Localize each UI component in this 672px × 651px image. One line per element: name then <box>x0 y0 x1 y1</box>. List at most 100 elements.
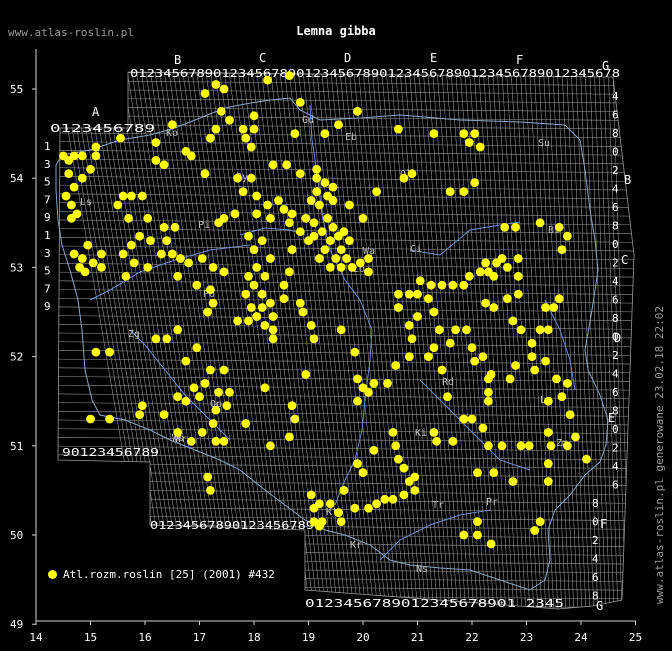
occurrence-dot <box>257 303 267 312</box>
occurrence-dot <box>192 343 202 353</box>
occurrence-dot <box>219 436 229 446</box>
occurrence-dot <box>69 151 79 161</box>
occurrence-dot <box>464 138 474 147</box>
grid-digit: 2 <box>612 349 619 362</box>
grid-line-v <box>131 72 215 609</box>
grid-digit: 2 <box>612 442 619 455</box>
occurrence-dot <box>484 396 493 406</box>
occurrence-dot <box>478 352 488 361</box>
occurrence-dot <box>448 436 458 446</box>
occurrence-dot <box>388 428 398 437</box>
occurrence-dot <box>246 303 256 312</box>
occurrence-dot <box>252 263 262 272</box>
grid-line-v <box>177 72 255 609</box>
occurrence-dot <box>67 200 76 210</box>
occurrence-dot <box>448 280 458 290</box>
occurrence-dot <box>295 298 305 308</box>
occurrence-dot <box>552 374 561 384</box>
grid-line-v <box>108 72 195 609</box>
species-title: Lemna gibba <box>296 24 376 38</box>
grid-line-h <box>58 437 634 443</box>
occurrence-dot <box>350 347 360 357</box>
occurrence-dot <box>118 249 128 259</box>
occurrence-dot <box>497 441 507 451</box>
occurrence-dot <box>105 347 114 357</box>
occurrence-dot <box>475 142 485 152</box>
grid-line-v <box>552 72 579 609</box>
occurrence-dot <box>268 312 278 321</box>
grid-line-v <box>349 72 403 609</box>
occurrence-dot <box>151 138 161 147</box>
grid-line-v <box>302 72 363 609</box>
grid-line-v <box>251 72 319 609</box>
occurrence-dot <box>244 231 253 241</box>
occurrence-dot <box>249 111 259 121</box>
occurrence-dot <box>535 517 545 526</box>
occurrence-dot <box>249 280 259 290</box>
grid-line-v <box>219 72 291 609</box>
grid-digit: 6 <box>592 571 599 584</box>
occurrence-dot <box>350 503 360 513</box>
occurrence-dot <box>541 303 550 312</box>
map-frame <box>35 49 636 622</box>
grid-line-v <box>362 72 415 609</box>
occurrence-dot <box>557 245 567 255</box>
grid-digits-bottom_south: 0123456789012345678901 2345 <box>305 597 564 610</box>
occurrence-dot <box>481 258 490 268</box>
occurrence-dot <box>546 441 556 451</box>
occurrence-dot <box>263 200 272 210</box>
occurrence-dot <box>268 160 278 170</box>
occurrence-dot <box>214 218 224 228</box>
legend-label: Atl.rozm.roslin [25] (2001) #432 <box>63 568 275 581</box>
region-label-ns: Ns <box>416 564 428 575</box>
grid-digits-top_main: 0123456789012345678901234567890123456789… <box>130 67 620 80</box>
occurrence-dot <box>184 258 194 268</box>
occurrence-dot <box>200 89 210 98</box>
occurrence-dot <box>69 249 79 259</box>
grid-line-h <box>58 89 634 95</box>
grid-digit: 3 <box>44 247 51 260</box>
occurrence-dot <box>77 254 87 263</box>
occurrence-dot <box>391 441 401 451</box>
grid-line-v <box>136 72 219 609</box>
grid-line-v <box>598 72 619 609</box>
grid-line-v <box>335 72 391 609</box>
grid-letter-top-B: B <box>174 53 181 67</box>
occurrence-dot <box>473 468 482 477</box>
grid-line-v <box>483 72 519 609</box>
occurrence-dot <box>290 129 300 139</box>
grid-digit: 4 <box>612 460 619 473</box>
occurrence-dot <box>511 361 520 370</box>
region-label-eb: Eb <box>345 132 357 143</box>
occurrence-dot <box>304 236 313 246</box>
occurrence-dot <box>197 254 207 263</box>
region-label-ło: Ło <box>352 264 365 275</box>
region-label-wa: Wa <box>363 246 375 257</box>
occurrence-dot <box>339 227 349 237</box>
occurrence-dot <box>317 227 327 237</box>
occurrence-dot <box>535 218 545 228</box>
grid-digit: 0 <box>612 423 619 436</box>
river-line <box>129 329 231 441</box>
country-border <box>55 97 609 591</box>
region-label-zg: Zg <box>128 329 140 340</box>
grid-line-v <box>547 72 575 609</box>
region-label-gd: Gd <box>302 115 314 126</box>
lat-tick-label: 52 <box>10 351 23 364</box>
grid-line-v <box>117 72 203 609</box>
occurrence-dot <box>516 441 526 451</box>
grid-line-v <box>460 72 499 609</box>
region-label-ls: Ls <box>80 197 92 208</box>
occurrence-dot <box>424 352 433 361</box>
occurrence-dot <box>516 325 526 335</box>
occurrence-dot <box>268 325 278 335</box>
occurrence-dot <box>301 213 311 223</box>
occurrence-dot <box>413 312 422 321</box>
occurrence-dot <box>554 222 564 232</box>
occurrence-dot <box>246 173 256 183</box>
occurrence-dot <box>162 236 172 246</box>
grid-line-h <box>58 480 634 487</box>
river-line <box>544 299 576 391</box>
occurrence-dot <box>206 133 215 143</box>
occurrence-dot <box>241 289 251 299</box>
